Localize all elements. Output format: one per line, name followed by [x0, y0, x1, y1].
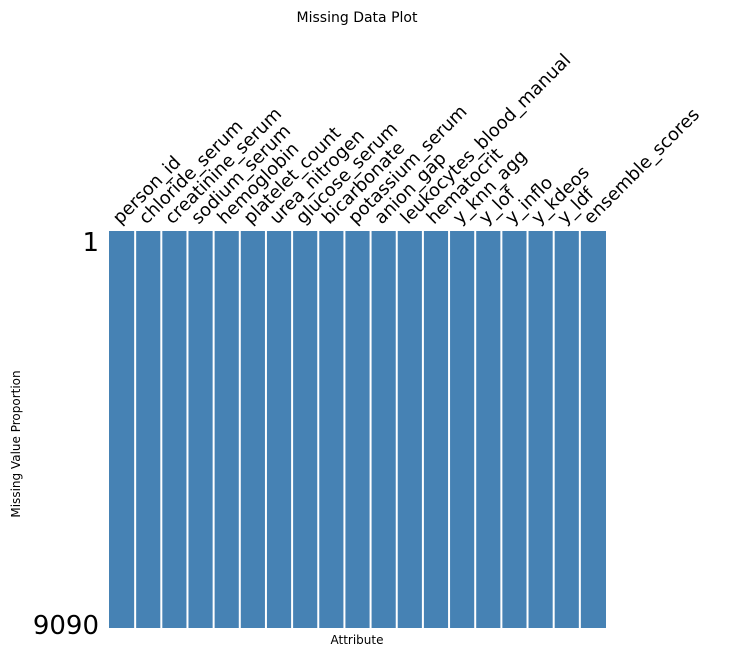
row-labels: 1 9090	[33, 228, 99, 641]
column-cell-leukocytes-blood-manual	[396, 231, 423, 628]
matrix-cells	[109, 231, 606, 628]
column-cell-chloride-serum	[135, 231, 162, 628]
column-cell-glucose-serum	[292, 231, 319, 628]
column-cell-potassium-serum	[344, 231, 371, 628]
column-cell-urea-nitrogen	[265, 231, 293, 628]
column-cell-hemoglobin	[213, 231, 240, 628]
column-labels: person_idchloride_serumcreatinine_serums…	[109, 50, 704, 229]
column-cell-bicarbonate	[318, 231, 345, 628]
column-cell-y-kdeos	[527, 231, 554, 628]
row-label-last: 9090	[33, 611, 99, 641]
chart-title: Missing Data Plot	[297, 10, 418, 26]
row-label-first: 1	[82, 228, 99, 258]
column-cell-platelet-count	[239, 231, 266, 628]
column-cell-y-inflo	[501, 231, 528, 628]
column-cell-hematocrit	[422, 231, 450, 628]
column-label-ensemble-scores: ensemble_scores	[580, 104, 704, 228]
column-cell-creatinine-serum	[161, 231, 188, 628]
column-cell-person-id	[109, 231, 136, 628]
column-cell-sodium-serum	[187, 231, 214, 628]
column-cell-y-knn-agg	[449, 231, 476, 628]
column-cell-ensemble-scores	[579, 231, 606, 628]
column-cell-y-lof	[475, 231, 502, 628]
column-cell-y-ldf	[553, 231, 580, 628]
y-axis-label: Missing Value Proportion	[9, 370, 23, 517]
x-axis-label: Attribute	[331, 633, 384, 647]
column-cell-anion-gap	[370, 231, 397, 628]
